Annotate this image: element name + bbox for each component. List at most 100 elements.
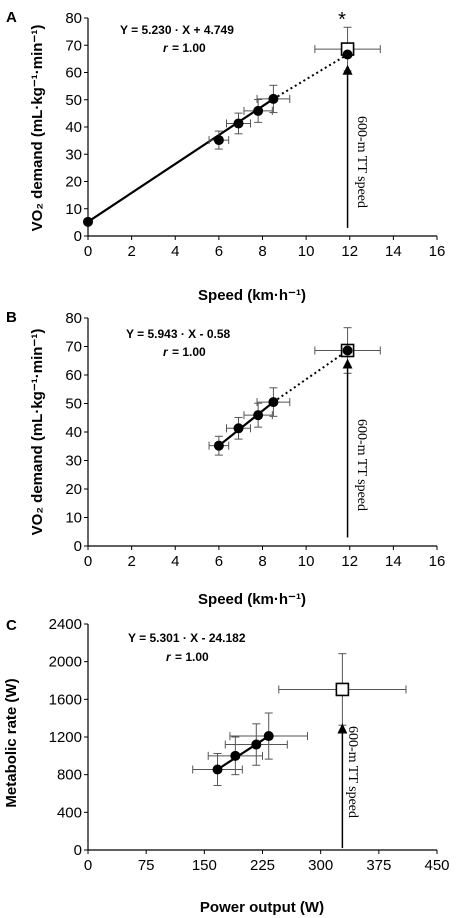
measured-point — [268, 397, 279, 408]
extrapolated-point — [342, 49, 353, 60]
regression-equation: Y = 5.943 · X - 0.58 — [126, 327, 231, 341]
y-axis-label: VO₂ demand (mL·kg⁻¹·min⁻¹) — [29, 25, 46, 232]
panel-label: B — [6, 309, 17, 326]
extrapolation-line — [272, 53, 349, 100]
measured-point — [233, 423, 244, 434]
panel-a: A 0 10 20 30 40 50 60 70 80 0 2 4 6 8 10 12 14 16 Speed … — [6, 9, 445, 304]
x-tick-label: 375 — [366, 857, 391, 874]
y-tick-label: 70 — [65, 339, 82, 356]
measured-point — [213, 440, 224, 451]
x-tick-label: 0 — [84, 243, 92, 260]
r-value: = 1.00 — [175, 650, 209, 664]
x-tick-label: 12 — [341, 553, 358, 570]
tt-speed-annotation: 600-m TT speed — [345, 726, 360, 818]
y-tick-label: 0 — [74, 842, 82, 859]
r-label: r — [163, 41, 169, 55]
y-tick-label: 40 — [65, 424, 82, 441]
r-label: r — [166, 650, 172, 664]
x-tick-label: 300 — [308, 857, 333, 874]
x-tick-label: 4 — [171, 243, 179, 260]
x-axis-label: Speed (km·h⁻¹) — [198, 591, 306, 608]
x-tick-label: 14 — [385, 553, 402, 570]
x-axis-label: Speed (km·h⁻¹) — [198, 287, 306, 304]
y-tick-label: 80 — [65, 310, 82, 327]
y-tick-label: 40 — [65, 119, 82, 136]
y-axis-ticks: 0 400 800 1200 1600 2000 2400 — [49, 616, 88, 859]
y-tick-label: 50 — [65, 396, 82, 413]
x-tick-label: 10 — [298, 243, 315, 260]
x-axis-ticks: 0 2 4 6 8 10 12 14 16 — [84, 236, 446, 260]
measured-point — [212, 764, 223, 775]
x-tick-label: 450 — [424, 857, 449, 874]
r-label: r — [163, 345, 169, 359]
y-tick-label: 2400 — [49, 616, 82, 633]
x-tick-label: 8 — [258, 553, 266, 570]
y-tick-label: 10 — [65, 510, 82, 527]
x-tick-label: 2 — [127, 243, 135, 260]
regression-line — [87, 98, 275, 223]
y-tick-label: 30 — [65, 146, 82, 163]
y-tick-label: 80 — [65, 10, 82, 27]
y-tick-label: 0 — [74, 228, 82, 245]
x-tick-label: 6 — [215, 243, 223, 260]
panel-b: B 0 10 20 30 40 50 60 70 80 0 2 4 6 8 10 12 14 16 Speed … — [6, 309, 445, 608]
y-tick-label: 50 — [65, 92, 82, 109]
tt-speed-annotation: 600-m TT speed — [354, 419, 369, 511]
y-tick-label: 400 — [57, 804, 82, 821]
x-tick-label: 14 — [385, 243, 402, 260]
y-tick-label: 70 — [65, 37, 82, 54]
y-tick-label: 60 — [65, 367, 82, 384]
y-tick-label: 20 — [65, 174, 82, 191]
panel-c: C 0 400 800 1200 1600 2000 2400 0 75 150 225 300 37… — [3, 616, 450, 916]
x-tick-label: 4 — [171, 553, 179, 570]
x-tick-label: 0 — [84, 857, 92, 874]
x-axis-ticks: 0 2 4 6 8 10 12 14 16 — [84, 546, 446, 570]
y-tick-label: 60 — [65, 65, 82, 82]
measured-point — [253, 105, 264, 116]
y-tick-label: 1600 — [49, 691, 82, 708]
y-tick-label: 20 — [65, 481, 82, 498]
x-tick-label: 225 — [250, 857, 275, 874]
x-tick-label: 0 — [84, 553, 92, 570]
y-axis-label: Metabolic rate (W) — [3, 678, 20, 807]
extrapolation-line — [272, 349, 349, 403]
measured-point — [233, 118, 244, 129]
y-tick-label: 2000 — [49, 654, 82, 671]
x-tick-label: 75 — [138, 857, 155, 874]
y-tick-label: 0 — [74, 538, 82, 555]
y-tick-label: 800 — [57, 767, 82, 784]
x-axis-ticks: 0 75 150 225 300 375 450 — [84, 850, 450, 874]
measured-point — [230, 750, 241, 761]
r-value: = 1.00 — [172, 41, 206, 55]
regression-line — [218, 401, 275, 447]
x-tick-label: 12 — [341, 243, 358, 260]
y-tick-label: 1200 — [49, 729, 82, 746]
measured-point — [253, 410, 264, 421]
measured-point — [213, 135, 224, 146]
measured-point — [268, 93, 279, 104]
y-tick-label: 10 — [65, 201, 82, 218]
regression-equation: Y = 5.230 · X + 4.749 — [120, 23, 234, 37]
measured-point — [83, 216, 93, 227]
x-tick-label: 16 — [429, 243, 446, 260]
x-axis-label: Power output (W) — [200, 899, 324, 916]
y-tick-label: 30 — [65, 453, 82, 470]
x-tick-label: 150 — [192, 857, 217, 874]
r-value: = 1.00 — [172, 345, 206, 359]
x-tick-label: 8 — [258, 243, 266, 260]
y-axis-label: VO₂ demand (mL·kg⁻¹·min⁻¹) — [29, 329, 46, 536]
panel-label: A — [6, 9, 17, 26]
extrapolated-point — [342, 345, 353, 356]
y-axis-ticks: 0 10 20 30 40 50 60 70 80 — [65, 10, 88, 245]
significance-asterisk: * — [338, 9, 346, 31]
x-tick-label: 16 — [429, 553, 446, 570]
x-tick-label: 2 — [127, 553, 135, 570]
tt-speed-annotation: 600-m TT speed — [354, 116, 369, 208]
tt-open-square — [335, 682, 350, 697]
panel-label: C — [6, 617, 17, 634]
x-tick-label: 6 — [215, 553, 223, 570]
measured-point — [263, 731, 274, 742]
regression-equation: Y = 5.301 · X - 24.182 — [128, 631, 246, 645]
measured-point — [251, 739, 262, 750]
